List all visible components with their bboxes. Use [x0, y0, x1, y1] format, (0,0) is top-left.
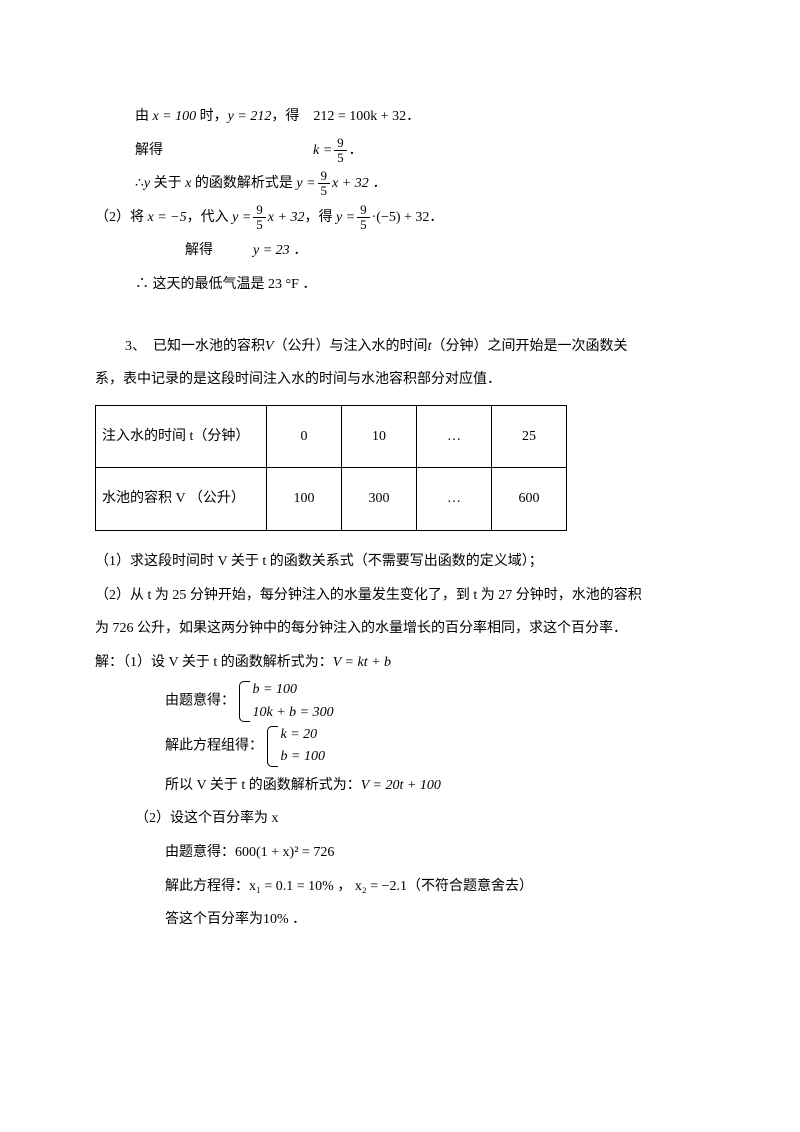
cell: 10	[342, 405, 417, 468]
p2-q2a: （2）从 t 为 25 分钟开始，每分钟注入的水量发生变化了，到 t 为 27 …	[95, 579, 705, 613]
text: 由题意得：	[165, 845, 235, 860]
table-row: 水池的容积 V （公升） 100 300 … 600	[96, 468, 567, 531]
p2-sol5: （2）设这个百分率为 x	[95, 802, 705, 836]
text: ，得	[271, 109, 313, 124]
text: （公升）与注入水的时间	[274, 339, 428, 354]
text: 解：（1）设 V 关于 t 的函数解析式为：	[95, 655, 333, 670]
text: 的函数解析式是	[191, 176, 296, 191]
p1-line4: （2）将 x = −5，代入 y =95x + 32，得 y =95·(−5) …	[95, 201, 705, 235]
text: 解此方程得：	[165, 879, 249, 894]
text: 3、 已知一水池的容积	[125, 339, 265, 354]
eq: ·(−5) + 32	[372, 210, 430, 225]
text: 所以 V 关于 t 的函数解析式为：	[165, 778, 361, 793]
fraction: 95	[334, 136, 347, 166]
cell: 水池的容积 V （公升）	[96, 468, 267, 531]
den: 5	[318, 184, 331, 198]
eq: x = 100	[153, 109, 197, 124]
eq: y = 212	[228, 109, 272, 124]
page-content: 由 x = 100 时，y = 212，得 212 = 100k + 32． 解…	[0, 0, 800, 977]
eq: b = 100	[281, 749, 325, 764]
eq: x + 32	[268, 210, 305, 225]
eq: x₁ = 0.1 = 10% ， x₂ = −2.1（不符合题意舍去）	[249, 879, 533, 894]
num: 9	[334, 136, 347, 151]
p1-line2: 解得 k =95．	[95, 134, 705, 168]
den: 5	[253, 218, 266, 232]
text: ，得	[304, 210, 336, 225]
text: 解得	[135, 143, 163, 158]
fraction: 95	[253, 203, 266, 233]
p2-sol1: 解：（1）设 V 关于 t 的函数解析式为：V = kt + b	[95, 646, 705, 680]
cell: 600	[492, 468, 567, 531]
den: 5	[357, 218, 370, 232]
eq: y =	[336, 210, 355, 225]
p2-q2b: 为 726 公升，如果这两分钟中的每分钟注入的水量增长的百分率相同，求这个百分率…	[95, 612, 705, 646]
fraction: 95	[357, 203, 370, 233]
den: 5	[334, 151, 347, 165]
text: ．	[349, 143, 363, 158]
eq: V = kt + b	[333, 655, 391, 670]
text: 解得	[185, 243, 213, 258]
num: 9	[357, 203, 370, 218]
fraction: 95	[318, 169, 331, 199]
eq: x = −5	[148, 210, 187, 225]
p2-q1: （1）求这段时间时 V 关于 t 的函数关系式（不需要写出函数的定义域）；	[95, 545, 705, 579]
text: 关于	[150, 176, 185, 191]
brace-system: b = 100 10k + b = 300	[239, 679, 334, 724]
p2-sol6: 由题意得：600(1 + x)² = 726	[95, 836, 705, 870]
text: ∴ 这天的最低气温是 23 °F ．	[135, 277, 316, 292]
text: 由	[135, 109, 153, 124]
p1-line3: ∴y 关于 x 的函数解析式是 y =95x + 32 ．	[95, 167, 705, 201]
p2-sol7: 解此方程得：x₁ = 0.1 = 10% ， x₂ = −2.1（不符合题意舍去…	[95, 870, 705, 904]
data-table: 注入水的时间 t（分钟） 0 10 … 25 水池的容积 V （公升） 100 …	[95, 405, 567, 531]
text: 时，	[196, 109, 228, 124]
var: V	[265, 339, 274, 354]
num: 9	[318, 169, 331, 184]
table-row: 注入水的时间 t（分钟） 0 10 … 25	[96, 405, 567, 468]
cell: 0	[267, 405, 342, 468]
eq: y =	[232, 210, 251, 225]
eq: y =	[296, 176, 315, 191]
brace-system: k = 20 b = 100	[267, 724, 325, 769]
cell: 100	[267, 468, 342, 531]
eq: 10k + b = 300	[253, 705, 334, 720]
cell: …	[417, 468, 492, 531]
p1-line5: 解得 y = 23 ．	[95, 234, 705, 268]
text: （1）求这段时间时 V 关于 t 的函数关系式（不需要写出函数的定义域）；	[95, 554, 543, 569]
eq: 600(1 + x)² = 726	[235, 845, 334, 860]
eq: b = 100	[253, 682, 297, 697]
p2-sol3: 解此方程组得： k = 20 b = 100	[95, 724, 705, 769]
text: ．	[406, 109, 420, 124]
text: 由题意得：	[165, 694, 235, 709]
p2-sol8: 答这个百分率为10% ．	[95, 903, 705, 937]
text: ∴	[135, 176, 144, 191]
p2-sol4: 所以 V 关于 t 的函数解析式为：V = 20t + 100	[95, 769, 705, 803]
text: （分钟）之间开始是一次函数关	[431, 339, 627, 354]
text: ．	[429, 210, 443, 225]
cell: 25	[492, 405, 567, 468]
p1-line1: 由 x = 100 时，y = 212，得 212 = 100k + 32．	[95, 100, 705, 134]
eq: 212 = 100k + 32	[313, 109, 406, 124]
eq: y = 23 ．	[253, 243, 307, 258]
cell: …	[417, 405, 492, 468]
text: 为 726 公升，如果这两分钟中的每分钟注入的水量增长的百分率相同，求这个百分率…	[95, 621, 627, 636]
p2-intro2: 系，表中记录的是这段时间注入水的时间与水池容积部分对应值．	[95, 363, 705, 397]
p2-intro1: 3、 已知一水池的容积V（公升）与注入水的时间t（分钟）之间开始是一次函数关	[95, 330, 705, 364]
text: 答这个百分率为10% ．	[165, 912, 306, 927]
p1-line6: ∴ 这天的最低气温是 23 °F ．	[95, 268, 705, 302]
cell: 注入水的时间 t（分钟）	[96, 405, 267, 468]
p2-sol2: 由题意得： b = 100 10k + b = 300	[95, 679, 705, 724]
text: （2）设这个百分率为 x	[135, 811, 279, 826]
cell: 300	[342, 468, 417, 531]
num: 9	[253, 203, 266, 218]
eq: k =	[313, 143, 332, 158]
text: 系，表中记录的是这段时间注入水的时间与水池容积部分对应值．	[95, 372, 501, 387]
eq: V = 20t + 100	[361, 778, 441, 793]
text: （2）从 t 为 25 分钟开始，每分钟注入的水量发生变化了，到 t 为 27 …	[95, 588, 642, 603]
eq: k = 20	[281, 727, 318, 742]
text: （2）将	[95, 210, 148, 225]
eq: x + 32 ．	[332, 176, 386, 191]
text: ，代入	[187, 210, 233, 225]
text: 解此方程组得：	[165, 739, 263, 754]
